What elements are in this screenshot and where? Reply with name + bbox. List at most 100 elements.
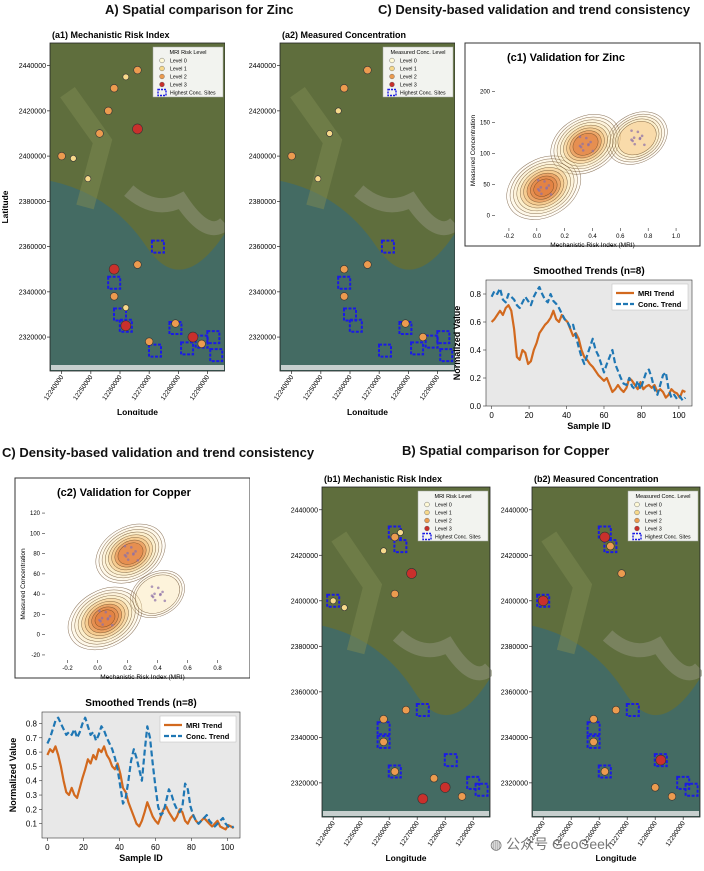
y-tick-label: 2380000 [501,644,528,651]
y-tick-label: 2380000 [291,644,318,651]
x-tick-label: 100 [672,411,686,420]
legend-marker [634,509,640,516]
legend-box [627,490,699,542]
x-tick-label: 12280000 [637,820,660,848]
legend-entry: Level 3 [435,527,452,533]
density-title: (c2) Validation for Copper [57,487,192,499]
density-sample-point [636,130,640,134]
x-tick-label: 0.8 [213,666,222,672]
highest-conc-site-marker [209,348,224,363]
legend-entry: Level 3 [170,83,187,89]
water-area [280,180,455,371]
density-contour [572,133,599,156]
x-tick-label: 12250000 [302,374,325,402]
x-tick-label: 12260000 [101,374,124,402]
site-point [439,782,451,793]
density-sample-point [150,594,154,598]
x-tick-label: 0.2 [123,666,132,672]
y-tick-label: 2360000 [501,689,528,696]
site-point [589,737,598,746]
site-point [651,783,660,792]
density-contour [135,574,180,614]
x-tick-label: 12270000 [399,820,422,848]
header-copper-spatial: B) Spatial comparison for Copper [402,443,610,458]
site-point [110,84,119,93]
highest-conc-site-marker [466,775,481,790]
density-sample-point [643,143,646,147]
x-tick-label: 20 [79,843,88,852]
legend-entry: Conc. Trend [186,732,230,741]
wechat-icon: ◍ [490,836,503,852]
density-contour [614,118,660,158]
y-tick-label: 0.7 [26,734,38,743]
legend-box [159,715,237,743]
legend-marker [157,88,167,97]
site-point [340,265,349,274]
x-tick-label: 12280000 [390,374,413,402]
legend-marker [632,532,642,541]
y-tick-label: 100 [30,531,41,537]
highest-conc-site-marker [603,539,618,554]
map-a2-concentration: (a2) Measured Concentration 2440000 242000… [249,30,455,415]
x-tick-label: 0 [45,843,50,852]
density-sample-point [126,551,129,555]
legend-box [611,283,689,311]
density-sample-point [630,138,633,142]
site-point [457,792,467,801]
density-contour [94,609,116,628]
legend-entry: Level 1 [645,511,662,517]
site-point [122,73,130,81]
x-axis-label: Sample ID [567,421,611,431]
x-tick-label: 0.2 [560,234,569,240]
site-point [599,531,611,543]
legend-entry: Level 0 [400,59,417,65]
site-point [70,155,77,162]
x-axis-label: Longitude [347,407,388,415]
y-tick-label: 0 [37,633,41,639]
y-tick-label: 0.2 [26,805,38,814]
farmland-area [290,86,343,210]
attribution-strip [281,365,454,370]
farmland-area [331,531,383,655]
map-a1-mri: (a1) Mechanistic Risk Index 2440000 242000… [0,30,225,415]
x-tick-label: 0.4 [588,234,597,240]
density-sample-point [638,137,642,141]
site-point [606,542,615,551]
site-point [145,337,154,346]
density-sample-point [98,618,101,622]
legend-marker [159,81,165,88]
y-tick-label: 2420000 [19,108,46,115]
highest-conc-site-marker [474,782,489,797]
x-tick-label: 80 [187,843,196,852]
urban-area [354,185,455,236]
map-b1-mri: (b1) Mechanistic Risk Index 2440000 242000… [291,474,492,863]
site-point [363,66,372,75]
site-point [122,304,130,311]
density-contour [617,121,657,156]
density-sample-point [539,186,543,189]
urban-area [602,630,702,681]
site-point [655,754,667,766]
y-tick-label: 2400000 [249,154,276,161]
map-title: (b2) Measured Concentration [534,474,659,484]
trend-title: Smoothed Trends (n=8) [85,698,196,709]
water-area [532,625,700,817]
x-tick-label: 0.6 [616,234,625,240]
site-point [171,319,180,328]
watermark-brand: 公众号 [506,836,549,852]
density-sample-point [159,593,162,597]
site-point [132,123,143,135]
y-tick-label: 2360000 [291,689,318,696]
density-sample-point [98,609,101,613]
y-tick-label: 2320000 [19,335,46,342]
x-axis-label: Mechanistic Risk Index (MRI) [100,674,185,681]
legend-entry: Conc. Trend [638,300,682,309]
x-tick-label: 0.8 [644,234,653,240]
highest-conc-site-marker [376,734,391,749]
legend-title: Measured Conc. Level [390,50,445,56]
legend-marker [424,517,430,524]
legend-box [382,46,454,98]
y-tick-label: 2440000 [291,507,318,514]
density-sample-point [161,590,164,594]
map-frame [531,486,701,818]
